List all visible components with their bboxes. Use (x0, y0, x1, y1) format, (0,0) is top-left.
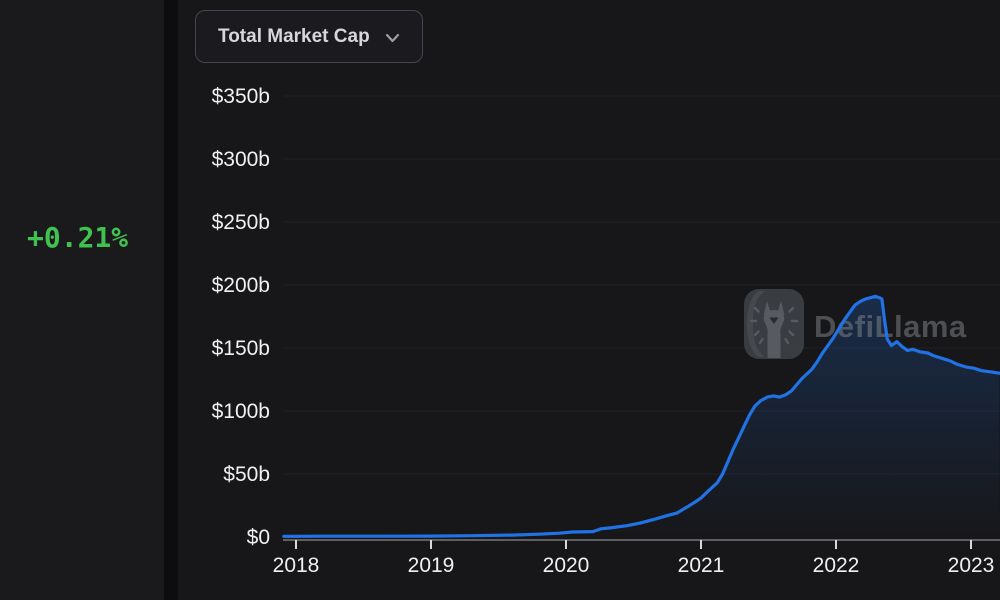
y-tick-label: $250b (212, 211, 270, 234)
x-tick-label: 2018 (273, 554, 320, 577)
chevron-down-icon (385, 33, 400, 43)
metric-dropdown-button[interactable]: Total Market Cap (195, 10, 423, 63)
left-sidebar: +0.21% (0, 0, 164, 600)
y-tick-label: $0 (247, 526, 270, 549)
x-tick-label: 2021 (678, 554, 725, 577)
x-tick-label: 2023 (948, 554, 995, 577)
x-tick-label: 2022 (813, 554, 860, 577)
percent-change-value: +0.21% (27, 221, 129, 254)
y-tick-label: $300b (212, 148, 270, 171)
y-tick-label: $50b (223, 463, 270, 486)
x-tick-label: 2019 (408, 554, 455, 577)
chart-panel: Total Market Cap $350b $300b $250b $200b $15… (178, 0, 1000, 600)
area-fill (283, 296, 1000, 537)
y-tick-label: $100b (212, 400, 270, 423)
metric-dropdown-label: Total Market Cap (218, 25, 370, 47)
x-tick-label: 2020 (543, 554, 590, 577)
panel-divider (164, 0, 178, 600)
y-tick-label: $150b (212, 337, 270, 360)
chart-plot-area[interactable]: $350b $300b $250b $200b $150b $100b $50b $02018… (178, 0, 1000, 600)
y-tick-label: $350b (212, 85, 270, 108)
y-tick-label: $200b (212, 274, 270, 297)
